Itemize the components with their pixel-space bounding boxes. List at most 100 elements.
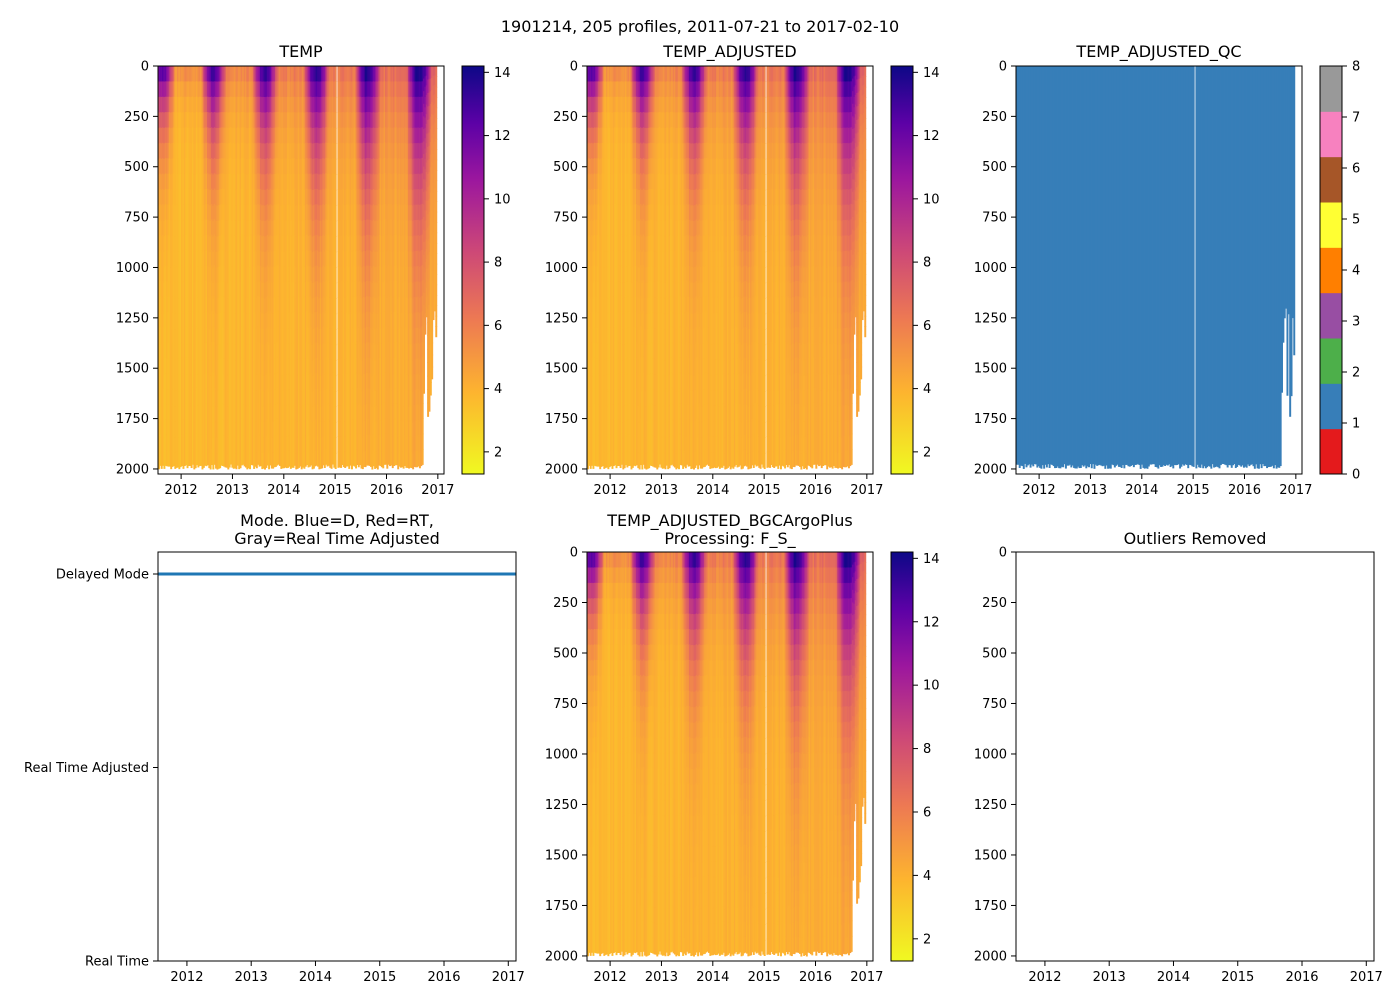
heatmap-cell	[334, 174, 337, 191]
heatmap-cell	[268, 267, 271, 284]
heatmap-cell	[288, 312, 291, 329]
heatmap-cell	[200, 388, 203, 405]
heatmap-cell	[255, 66, 258, 83]
temperature-profile-column	[372, 66, 375, 467]
heatmap-cell	[167, 389, 170, 406]
heatmap-cell	[361, 158, 364, 175]
heatmap-cell	[327, 142, 330, 159]
heatmap-cell	[351, 298, 353, 315]
heatmap-cell	[250, 357, 253, 374]
heatmap-cell	[297, 81, 300, 98]
heatmap-cell	[292, 96, 295, 113]
heatmap-cell	[300, 205, 303, 222]
heatmap-cell	[367, 403, 370, 420]
heatmap-cell	[183, 404, 186, 420]
heatmap-cell	[247, 282, 250, 299]
heatmap-cell	[242, 311, 245, 327]
heatmap-cell	[189, 188, 192, 205]
heatmap-cell	[162, 311, 165, 328]
heatmap-cell	[368, 66, 371, 82]
heatmap-cell	[341, 449, 344, 466]
heatmap-cell	[287, 204, 290, 221]
heatmap-cell	[288, 389, 291, 406]
heatmap-cell	[302, 281, 305, 298]
heatmap-cell	[219, 405, 222, 422]
heatmap-cell	[342, 389, 345, 406]
heatmap-cell	[232, 421, 235, 438]
heatmap-cell	[225, 220, 228, 237]
heatmap-cell	[327, 449, 330, 466]
heatmap-cell	[287, 390, 290, 407]
heatmap-cell	[196, 280, 199, 297]
heatmap-cell	[382, 266, 385, 283]
heatmap-cell	[201, 158, 204, 176]
heatmap-cell	[306, 234, 309, 251]
heatmap-cell	[390, 173, 393, 190]
heatmap-cell	[239, 112, 242, 129]
heatmap-cell	[182, 220, 185, 237]
heatmap-cell	[197, 158, 200, 175]
heatmap-cell	[225, 451, 228, 468]
heatmap-cell	[341, 157, 344, 174]
heatmap-cell	[187, 142, 190, 159]
heatmap-cell	[296, 267, 299, 284]
temperature-profile-column	[322, 66, 325, 466]
heatmap-cell	[231, 359, 234, 376]
heatmap-cell	[268, 360, 271, 377]
heatmap-cell	[280, 158, 283, 175]
heatmap-cell	[162, 373, 165, 390]
heatmap-cell	[384, 356, 387, 373]
heatmap-cell	[341, 188, 344, 205]
heatmap-cell	[361, 329, 364, 346]
heatmap-cell	[280, 174, 283, 191]
heatmap-cell	[175, 81, 178, 98]
heatmap-cell	[295, 282, 298, 299]
heatmap-cell	[281, 235, 284, 253]
heatmap-cell	[249, 267, 252, 284]
heatmap-cell	[175, 312, 178, 329]
heatmap-cell	[259, 404, 262, 420]
heatmap-cell	[235, 174, 238, 191]
heatmap-cell	[284, 389, 287, 406]
heatmap-cell	[359, 157, 362, 174]
heatmap-cell	[325, 81, 328, 98]
heatmap-cell	[257, 142, 260, 159]
heatmap-cell	[216, 236, 219, 253]
heatmap-cell	[329, 297, 332, 314]
heatmap-cell	[319, 298, 322, 315]
heatmap-cell	[374, 220, 377, 237]
heatmap-cell	[329, 328, 332, 345]
heatmap-cell	[387, 295, 390, 312]
heatmap-cell	[389, 296, 392, 313]
heatmap-cell	[355, 282, 358, 299]
heatmap-cell	[190, 112, 193, 129]
heatmap-cell	[321, 112, 324, 129]
heatmap-cell	[212, 205, 215, 222]
heatmap-cell	[322, 311, 325, 328]
heatmap-cell	[308, 127, 311, 144]
heatmap-cell	[228, 420, 231, 437]
heatmap-cell	[367, 219, 370, 236]
heatmap-cell	[278, 96, 281, 113]
heatmap-cell	[217, 452, 220, 469]
heatmap-cell	[163, 96, 166, 114]
heatmap-cell	[170, 251, 173, 268]
heatmap-cell	[202, 235, 205, 252]
heatmap-cell	[162, 66, 165, 82]
heatmap-cell	[182, 267, 185, 284]
heatmap-cell	[289, 143, 292, 160]
heatmap-cell	[351, 391, 353, 408]
heatmap-cell	[319, 282, 322, 299]
heatmap-cell	[251, 296, 254, 312]
heatmap-cell	[182, 406, 185, 423]
heatmap-cell	[287, 251, 290, 268]
heatmap-cell	[393, 158, 396, 175]
heatmap-cell	[163, 112, 166, 129]
heatmap-cell	[387, 127, 390, 144]
heatmap-cell	[390, 418, 393, 435]
heatmap-cell	[196, 142, 199, 159]
heatmap-cell	[205, 358, 208, 374]
heatmap-cell	[266, 342, 269, 359]
heatmap-cell	[159, 419, 162, 436]
